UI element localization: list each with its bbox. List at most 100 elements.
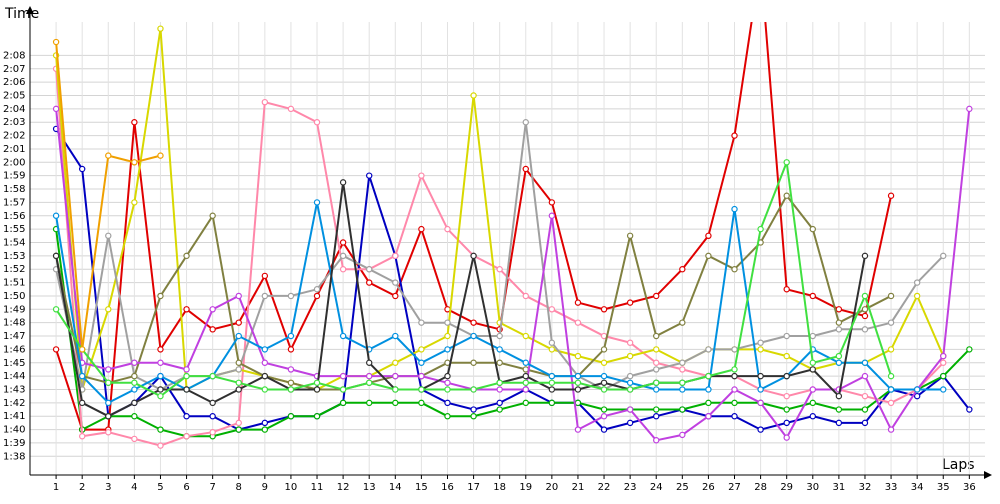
- data-point: [105, 429, 112, 436]
- data-point: [913, 292, 921, 300]
- series-line: [55, 228, 971, 438]
- data-point: [626, 406, 634, 413]
- data-point: [600, 406, 608, 413]
- data-point: [313, 379, 321, 386]
- data-point: [78, 399, 86, 407]
- data-point: [809, 225, 816, 233]
- data-point: [809, 386, 816, 393]
- data-point: [966, 406, 973, 413]
- data-point: [731, 266, 738, 273]
- data-point: [496, 346, 503, 353]
- x-tick-label: 31: [833, 482, 846, 493]
- data-point: [52, 105, 60, 113]
- data-point: [548, 339, 556, 346]
- data-point: [548, 306, 556, 313]
- data-point: [600, 413, 608, 420]
- x-tick-label: 24: [650, 482, 663, 493]
- y-tick-label: 2:00: [3, 157, 25, 168]
- data-point: [183, 306, 190, 313]
- data-point: [287, 346, 295, 353]
- data-point: [235, 292, 242, 300]
- data-point: [940, 252, 947, 260]
- data-point: [235, 379, 242, 386]
- data-point: [522, 372, 529, 380]
- data-point: [131, 413, 138, 420]
- data-point: [366, 379, 373, 386]
- data-point: [235, 319, 242, 326]
- data-point: [861, 306, 869, 313]
- data-point: [574, 426, 582, 433]
- data-point: [887, 192, 895, 199]
- data-point: [52, 38, 60, 46]
- data-point: [574, 352, 582, 360]
- data-point: [183, 372, 190, 380]
- data-point: [444, 346, 451, 353]
- data-point: [183, 386, 190, 393]
- x-tick-label: 1: [53, 482, 59, 493]
- data-point: [313, 413, 321, 420]
- data-point: [679, 319, 686, 326]
- y-tick-label: 1:46: [3, 344, 25, 355]
- data-point: [339, 399, 347, 407]
- y-tick-label: 2:01: [3, 144, 25, 155]
- data-point: [705, 252, 712, 260]
- y-tick-label: 2:08: [3, 50, 25, 61]
- data-point: [418, 346, 425, 353]
- data-point: [887, 292, 895, 300]
- x-tick-label: 32: [859, 482, 872, 493]
- x-tick-label: 23: [624, 482, 637, 493]
- data-point: [105, 366, 112, 373]
- data-point: [913, 386, 921, 393]
- data-point: [157, 25, 164, 32]
- data-point: [783, 352, 790, 360]
- data-point: [783, 434, 790, 441]
- data-point: [287, 413, 295, 420]
- data-point: [418, 359, 425, 366]
- data-point: [52, 346, 60, 353]
- data-point: [783, 332, 790, 340]
- data-point: [835, 319, 843, 326]
- data-point: [809, 366, 816, 373]
- data-point: [522, 359, 529, 366]
- data-point: [887, 372, 895, 380]
- y-tick-label: 1:41: [3, 411, 25, 422]
- data-point: [392, 386, 399, 393]
- data-point: [470, 386, 477, 393]
- y-tick-label: 2:02: [3, 131, 25, 142]
- x-tick-label: 3: [105, 482, 111, 493]
- data-point: [339, 386, 347, 393]
- data-point: [548, 399, 556, 407]
- data-point: [626, 352, 634, 360]
- data-point: [157, 386, 164, 393]
- data-point: [105, 413, 112, 420]
- data-point: [913, 279, 921, 286]
- y-tick-label: 1:54: [3, 237, 25, 248]
- data-point: [496, 399, 503, 407]
- data-point: [261, 346, 269, 353]
- y-tick-label: 1:56: [3, 211, 25, 222]
- x-tick-label: 36: [963, 482, 976, 493]
- data-point: [209, 372, 216, 380]
- data-point: [600, 359, 608, 366]
- data-point: [105, 152, 112, 159]
- data-point: [157, 426, 164, 433]
- data-point: [52, 212, 60, 219]
- data-point: [52, 252, 60, 260]
- data-point: [809, 359, 816, 366]
- data-point: [313, 199, 321, 206]
- data-point: [313, 292, 321, 300]
- data-point: [78, 346, 86, 353]
- y-tick-label: 1:52: [3, 264, 25, 275]
- data-point: [418, 372, 425, 380]
- data-point: [261, 292, 269, 300]
- data-point: [287, 105, 295, 113]
- x-tick-label: 5: [157, 482, 163, 493]
- data-point: [731, 205, 738, 213]
- y-tick-label: 1:38: [3, 451, 25, 462]
- series-line: [55, 128, 971, 431]
- x-tick-label: 28: [754, 482, 767, 493]
- x-tick-label: 33: [885, 482, 898, 493]
- y-tick-label: 1:39: [3, 438, 25, 449]
- data-point: [783, 372, 790, 380]
- data-point: [105, 379, 112, 386]
